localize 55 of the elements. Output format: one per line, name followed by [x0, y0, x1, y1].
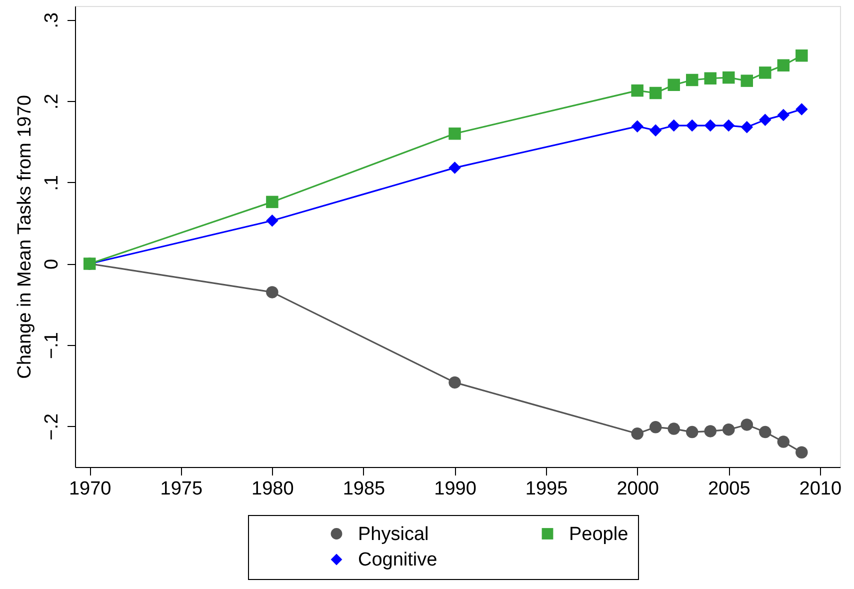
point [631, 428, 644, 440]
x-tick-label: 1995 [525, 478, 568, 500]
legend-label: People [569, 524, 628, 545]
point [448, 376, 461, 389]
point [722, 119, 735, 132]
point [448, 162, 461, 174]
point [759, 66, 772, 79]
point [631, 120, 644, 132]
x-tick-label: 1990 [434, 478, 476, 500]
x-tick-label: 2010 [799, 478, 842, 500]
x-tick-label: 1970 [68, 478, 112, 500]
point [777, 59, 790, 72]
point [796, 446, 808, 458]
x-tick-label: 1975 [160, 478, 203, 500]
point [704, 119, 716, 132]
point [686, 426, 698, 438]
point [668, 422, 680, 435]
x-tick-label: 1980 [252, 478, 294, 500]
y-tick-label: −.2 [42, 413, 62, 440]
point [668, 78, 680, 91]
point [686, 119, 698, 132]
point [649, 86, 662, 100]
point [704, 425, 716, 438]
point [686, 74, 698, 86]
point [649, 421, 662, 434]
point [740, 74, 754, 87]
point [740, 121, 754, 134]
y-axis-title: Change in Mean Tasks from 1970 [14, 95, 36, 379]
point [777, 436, 790, 448]
x-tick-label: 2005 [708, 478, 750, 500]
point [266, 286, 278, 298]
point [631, 84, 644, 97]
point [266, 214, 278, 227]
legend-label: Physical [358, 524, 429, 545]
y-tick-label: .1 [42, 175, 62, 191]
point [668, 119, 680, 132]
y-tick-label: .2 [42, 94, 62, 110]
x-tick-label: 2000 [616, 478, 659, 500]
point [704, 72, 716, 84]
point [722, 71, 735, 84]
point [777, 108, 790, 122]
point [759, 426, 772, 438]
point [266, 196, 278, 208]
y-tick-label: .3 [42, 12, 62, 28]
x-tick-label: 1985 [342, 478, 386, 500]
legend-label: Cognitive [358, 550, 438, 570]
y-tick-label: −.1 [42, 332, 62, 360]
y-tick-label: 0 [42, 258, 62, 270]
point [759, 114, 772, 126]
point [740, 418, 754, 431]
point [796, 49, 808, 62]
point [649, 124, 662, 137]
point [448, 128, 461, 140]
point [722, 423, 735, 436]
point [796, 103, 808, 116]
